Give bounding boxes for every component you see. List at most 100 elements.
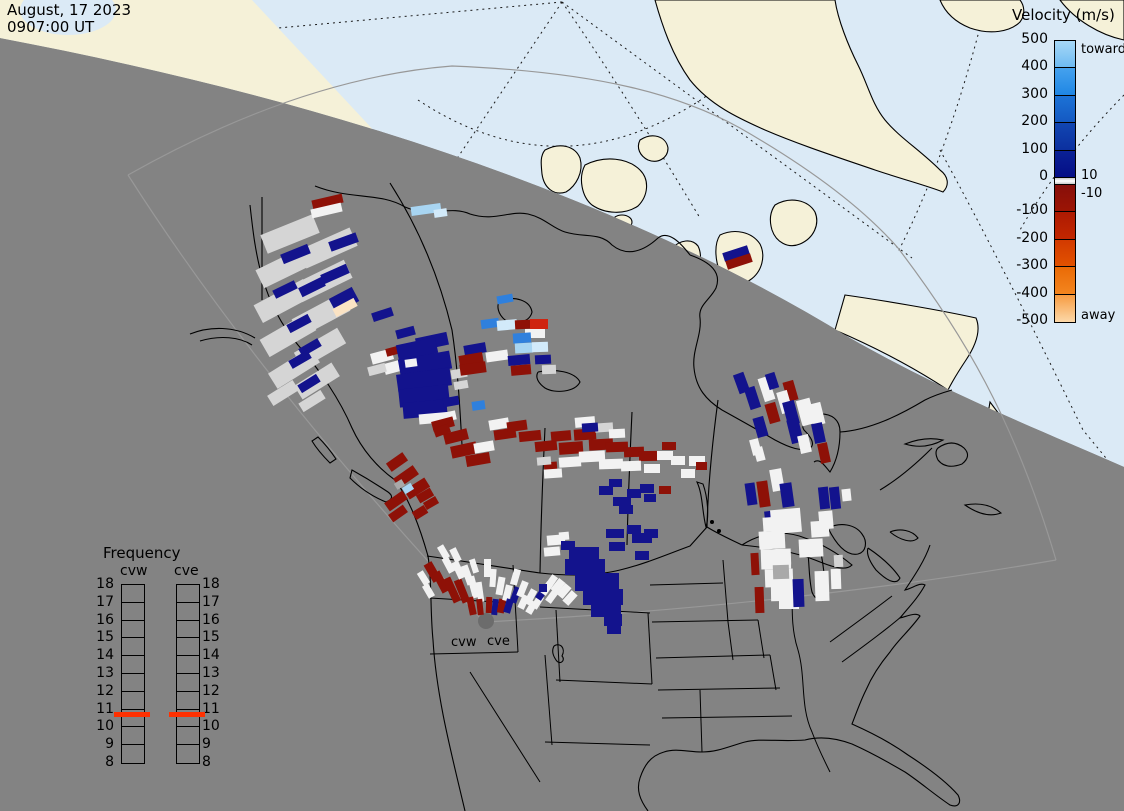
velocity-tick-label: -100 (1016, 202, 1048, 219)
velocity-cell (442, 395, 460, 408)
velocity-cell (539, 584, 547, 592)
frequency-tick-label: 14 (96, 647, 114, 664)
frequency-tick-label: 11 (202, 700, 220, 717)
velocity-cell (473, 440, 495, 454)
frequency-cell (122, 603, 144, 621)
frequency-tick-label: 14 (202, 647, 220, 664)
frequency-cell (177, 585, 199, 603)
velocity-tick-label: -300 (1016, 257, 1048, 274)
frequency-cell (122, 674, 144, 692)
velocity-cell (644, 494, 656, 502)
velocity-cell (569, 547, 599, 561)
velocity-tick-label: 200 (1021, 113, 1048, 130)
velocity-cell (550, 430, 572, 442)
velocity-cell (613, 497, 631, 506)
frequency-cell (177, 727, 199, 746)
frequency-cell (122, 621, 144, 639)
velocity-cell (489, 568, 497, 588)
velocity-cell (644, 529, 658, 538)
velocity-segment (1055, 95, 1075, 124)
velocity-cell (471, 400, 486, 411)
velocity-cell (599, 486, 613, 495)
velocity-cell (609, 479, 622, 487)
velocity-legend-title: Velocity (m/s) (1012, 6, 1115, 24)
velocity-cell (485, 349, 509, 363)
velocity-segment (1055, 41, 1075, 69)
velocity-cell (514, 319, 532, 330)
velocity-cell (459, 361, 487, 376)
velocity-cell (404, 358, 418, 368)
frequency-column-cvw: cvw (120, 563, 148, 579)
frequency-tick-label: 17 (96, 593, 114, 610)
velocity-cell (619, 505, 633, 514)
velocity-cell (531, 341, 549, 353)
frequency-tick-label: 18 (96, 576, 114, 592)
frequency-cell (177, 603, 199, 621)
frequency-cell (177, 638, 199, 657)
velocity-segment (1055, 239, 1075, 268)
velocity-cell (828, 486, 842, 510)
velocity-cell (558, 531, 570, 541)
velocity-cell (638, 450, 658, 462)
velocity-cell (604, 614, 622, 626)
velocity-cell (764, 401, 781, 425)
velocity-cell (543, 468, 563, 479)
velocity-cell (468, 558, 480, 574)
velocity-cell (798, 538, 824, 558)
velocity-cell (525, 329, 545, 338)
site-label-cvw: cvw (451, 635, 477, 650)
velocity-segment (1055, 184, 1075, 213)
velocity-cell (833, 554, 844, 568)
velocity-cell (792, 578, 805, 608)
velocity-cell (453, 379, 469, 391)
velocity-cell (841, 488, 852, 502)
frequency-cell (122, 656, 144, 674)
velocity-cell (385, 452, 409, 472)
frequency-tick-label: 16 (96, 611, 114, 628)
velocity-tick-label: 100 (1021, 140, 1048, 157)
velocity-cell (632, 533, 652, 543)
frequency-cell (122, 745, 144, 763)
velocity-segment (1055, 150, 1075, 178)
velocity-cell (371, 306, 394, 323)
velocity-cell (662, 442, 676, 450)
frequency-marker-cvw (114, 712, 150, 717)
radar-site-marker (478, 613, 494, 629)
velocity-cell (496, 293, 514, 305)
velocity-zero-band (1055, 177, 1075, 185)
velocity-segment (1055, 212, 1075, 240)
frequency-tick-label: 10 (96, 718, 114, 735)
frequency-tick-label: 12 (202, 682, 220, 699)
velocity-cell (581, 422, 599, 433)
velocity-cell (514, 342, 534, 354)
frequency-legend-title: Frequency (103, 544, 181, 562)
velocity-cell (395, 325, 416, 340)
frequency-cell (122, 710, 144, 728)
frequency-tick-label: 18 (202, 576, 220, 592)
frequency-bar-cve (176, 584, 200, 764)
velocity-cell (565, 559, 605, 575)
upper-threshold-label: 10 (1081, 168, 1098, 183)
velocity-cell (681, 469, 695, 478)
velocity-cell (696, 462, 707, 470)
date-text: August, 17 2023 (7, 1, 132, 19)
velocity-cell (779, 482, 795, 508)
velocity-cell (635, 551, 649, 560)
velocity-cell (598, 458, 624, 470)
velocity-cell (534, 439, 558, 453)
frequency-cell (122, 727, 144, 746)
frequency-cell (177, 656, 199, 674)
velocity-cell (671, 456, 685, 465)
velocity-cell (657, 451, 673, 460)
frequency-column-cve: cve (174, 563, 199, 579)
velocity-colorbar (1054, 40, 1076, 323)
velocity-cell (754, 586, 765, 614)
velocity-cell (772, 564, 790, 580)
velocity-tick-label: -400 (1016, 284, 1048, 301)
frequency-bar-cvw (121, 584, 145, 764)
arctic-ocean-patch (20, 0, 116, 35)
velocity-cell (640, 484, 654, 493)
